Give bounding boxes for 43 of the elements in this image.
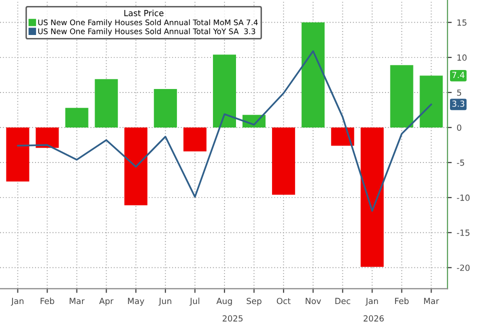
x-tick-label: Jul (189, 298, 200, 306)
y-tick-label: 10 (457, 54, 467, 61)
x-tick-label: Oct (276, 298, 291, 304)
bar (124, 128, 148, 206)
bar (331, 128, 354, 146)
text: 2025 (222, 315, 243, 322)
legend-title: Last Price (124, 10, 164, 16)
x-tick-label: Feb (395, 298, 409, 304)
bar (65, 108, 88, 128)
x-tick-label: Dec (335, 298, 350, 304)
x-tick-label: Jan (10, 298, 24, 306)
y-tick-label: -10 (456, 194, 470, 201)
y-tick-label: -20 (456, 264, 470, 271)
bar (212, 54, 236, 128)
text: 2026 (364, 315, 384, 322)
x-tick-label: Aug (216, 298, 232, 306)
annotation: 7.4 (452, 72, 464, 78)
y-tick-label: 15 (457, 20, 466, 26)
line-series (16, 50, 432, 212)
y-tick-label: -5 (456, 160, 464, 166)
y-tick-label: -15 (456, 230, 470, 236)
bar (6, 128, 30, 182)
bar (94, 79, 118, 128)
annotation: 3.3 (452, 100, 464, 107)
y-tick-label: 5 (457, 90, 462, 96)
x-tick-label: Mar (424, 298, 440, 304)
x-tick-label: Mar (70, 298, 85, 304)
x-tick-label: Jun (158, 298, 172, 306)
x-tick-label: Feb (40, 298, 54, 304)
bar (183, 128, 206, 152)
bar (360, 128, 384, 267)
bar (302, 22, 325, 128)
x-tick-label: Nov (306, 298, 321, 304)
bar (272, 128, 296, 195)
bar (420, 76, 443, 128)
x-tick-label: May (128, 298, 144, 306)
x-tick-label: Apr (99, 298, 114, 306)
x-tick-label: Sep (246, 298, 262, 306)
x-tick-label: Jan (365, 298, 378, 306)
bar (390, 65, 414, 128)
bar (154, 88, 177, 128)
y-tick-label: 0 (457, 124, 462, 131)
bar (36, 128, 59, 148)
